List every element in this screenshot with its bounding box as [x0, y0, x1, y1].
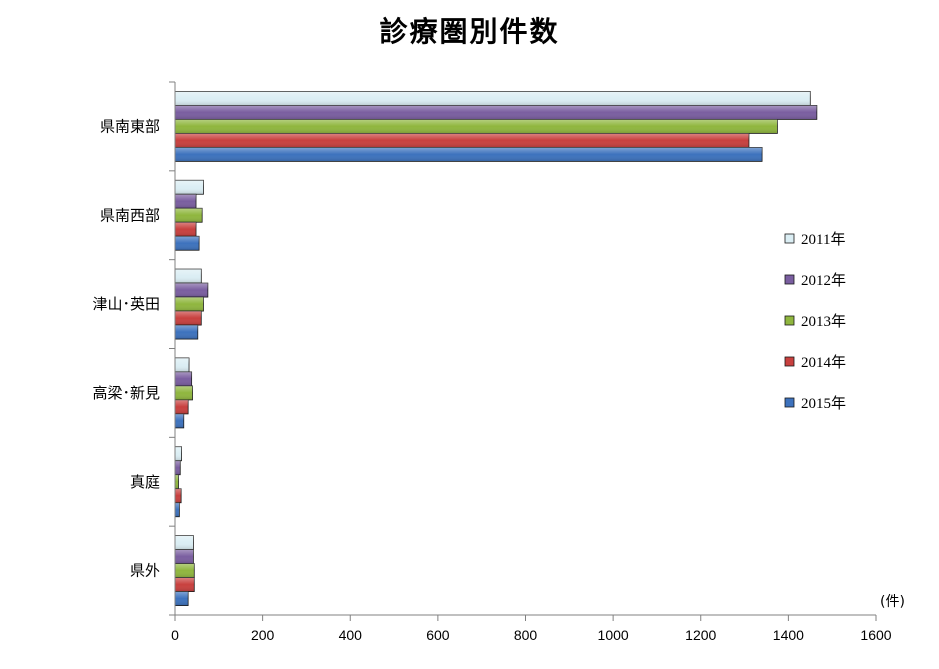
bar-5-0: [174, 535, 194, 550]
axis-layer: [169, 81, 877, 621]
x-tick-label-1: 200: [251, 627, 275, 643]
x-tick-label-8: 1600: [860, 627, 891, 643]
legend-label-1: 2012年: [801, 272, 846, 289]
legend-swatch-4: [784, 397, 795, 408]
x-tick-label-4: 800: [514, 627, 538, 643]
legend-swatch-0: [784, 233, 795, 244]
bar-4-1: [174, 460, 181, 476]
bar-2-3: [174, 310, 202, 326]
legend-label-2: 2013年: [801, 313, 846, 330]
category-label-1: 県南西部: [100, 206, 160, 224]
bar-0-0: [174, 91, 811, 106]
legend-swatch-2: [784, 315, 795, 326]
bar-5-4: [174, 591, 189, 606]
bar-1-0: [174, 179, 204, 195]
x-tick-label-2: 400: [339, 627, 363, 643]
legend-label-0: 2011年: [801, 231, 845, 248]
bar-3-2: [174, 385, 193, 401]
bar-0-4: [174, 147, 763, 162]
category-label-0: 県南東部: [100, 117, 160, 135]
category-label-4: 真庭: [130, 473, 160, 491]
category-label-5: 県外: [130, 562, 160, 580]
x-tick-label-3: 600: [426, 627, 450, 643]
unit-label: (件): [880, 594, 905, 610]
category-label-3: 高梁･新見: [92, 384, 160, 402]
bar-3-3: [174, 399, 189, 415]
x-tick-label-5: 1000: [598, 627, 629, 643]
bar-2-1: [174, 282, 209, 298]
bar-5-1: [174, 549, 194, 564]
bar-2-2: [174, 296, 204, 312]
bar-1-1: [174, 193, 197, 209]
legend-label-4: 2015年: [801, 395, 846, 412]
bar-0-1: [174, 105, 818, 120]
x-tick-label-0: 0: [171, 627, 179, 643]
bar-1-2: [174, 207, 203, 223]
bar-3-1: [174, 371, 193, 387]
legend-swatch-1: [784, 274, 795, 285]
bar-0-2: [174, 119, 778, 134]
bar-3-0: [174, 357, 190, 373]
bar-5-2: [174, 563, 195, 578]
bar-5-3: [174, 577, 195, 592]
legend-swatch-3: [784, 356, 795, 367]
category-label-2: 津山･英田: [92, 295, 160, 313]
bar-3-4: [174, 413, 185, 429]
bar-1-3: [174, 221, 197, 237]
bar-0-3: [174, 133, 750, 148]
tick-labels: 0 200 400 600 800 1000 1200 1400 1600: [171, 627, 892, 643]
bar-4-3: [174, 488, 182, 504]
bar-4-2: [174, 474, 179, 490]
x-tick-label-7: 1400: [773, 627, 804, 643]
legend-label-3: 2014年: [801, 354, 846, 371]
bar-4-0: [174, 446, 182, 462]
legend: 2011年 2012年 2013年 2014年 2015年: [784, 231, 846, 412]
bar-1-4: [174, 235, 200, 251]
bar-2-0: [174, 268, 202, 284]
chart-title: 診療圏別件数: [379, 15, 560, 48]
bars-layer: [174, 91, 818, 606]
bar-4-4: [174, 502, 180, 518]
x-tick-label-6: 1200: [685, 627, 716, 643]
bar-2-4: [174, 324, 199, 340]
